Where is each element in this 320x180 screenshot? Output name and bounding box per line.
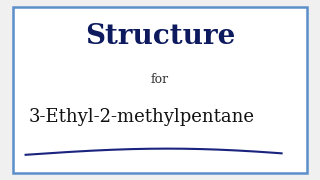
Text: 3-Ethyl-2-methylpentane: 3-Ethyl-2-methylpentane xyxy=(29,108,255,126)
Text: for: for xyxy=(151,73,169,86)
FancyBboxPatch shape xyxy=(13,7,307,173)
Text: Structure: Structure xyxy=(85,22,235,50)
